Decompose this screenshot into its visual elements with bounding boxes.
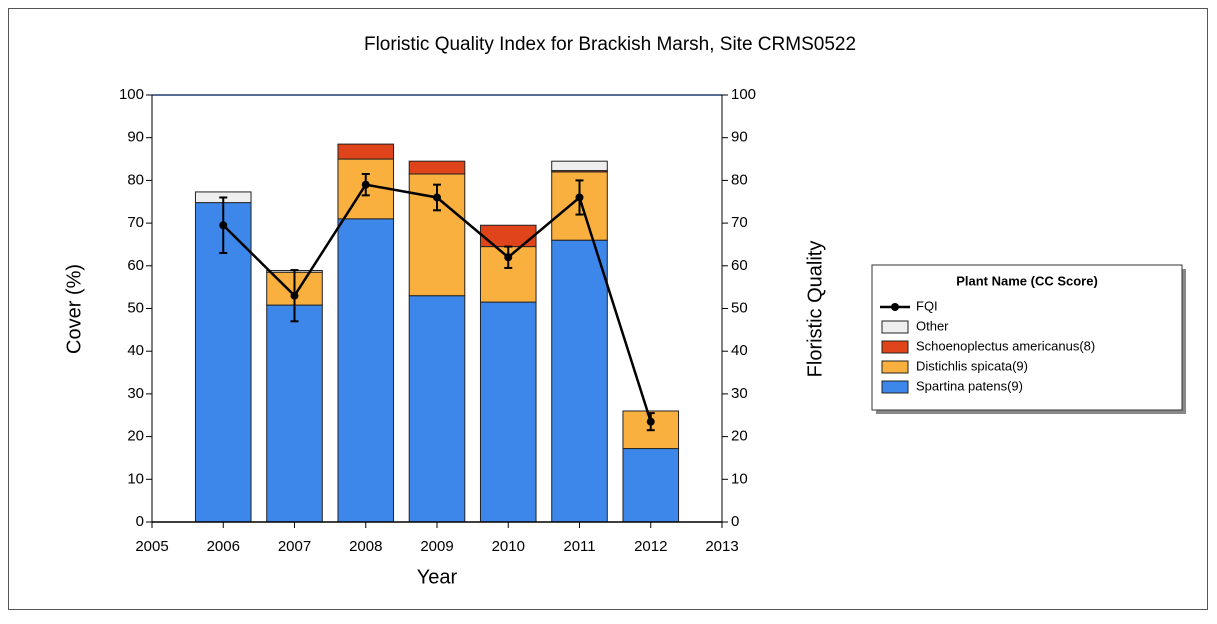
fqi-point (290, 291, 299, 300)
legend-swatch (881, 360, 909, 374)
y2-tick-label: 100 (731, 86, 756, 103)
chart-title: Floristic Quality Index for Brackish Mar… (364, 34, 856, 55)
y2-tick-label: 10 (731, 470, 748, 487)
x-tick-label: 2013 (705, 538, 738, 555)
legend-label: FQI (916, 298, 938, 313)
x-tick-label: 2012 (634, 538, 667, 555)
bar-segment (408, 160, 466, 175)
x-tick-label: 2010 (492, 538, 525, 555)
y2-tick-label: 50 (731, 299, 748, 316)
y-tick-label: 10 (127, 470, 144, 487)
x-tick-label: 2008 (349, 538, 382, 555)
x-tick-label: 2005 (135, 538, 168, 555)
x-tick-label: 2007 (278, 538, 311, 555)
y2-tick-label: 0 (731, 513, 739, 530)
y2-axis-label: Floristic Quality (804, 241, 826, 378)
legend: Plant Name (CC Score) FQI Other Schoenople… (871, 264, 1186, 414)
y-tick-label: 70 (127, 214, 144, 231)
y2-tick-label: 70 (731, 214, 748, 231)
bar-segment (194, 202, 252, 523)
fqi-point (433, 193, 441, 202)
bar-segment (408, 295, 466, 523)
bar-segment (551, 160, 608, 172)
x-axis-label: Year (417, 566, 458, 588)
legend-label: Other (916, 318, 949, 333)
y-axis-label: Cover (%) (63, 264, 85, 354)
bar-segment (266, 304, 323, 523)
y-tick-label: 90 (127, 129, 144, 146)
legend-swatch (881, 340, 909, 354)
bar-segment (337, 143, 395, 160)
y2-tick-label: 20 (731, 428, 748, 445)
legend-label: Distichlis spicata(9) (916, 358, 1028, 373)
y-tick-label: 50 (127, 299, 144, 316)
y2-tick-label: 80 (731, 171, 748, 188)
y-tick-label: 80 (127, 171, 144, 188)
fqi-point (575, 193, 584, 202)
legend-label: Schoenoplectus americanus(8) (916, 338, 1095, 353)
legend-marker (891, 303, 899, 311)
bar-segment (622, 448, 680, 523)
plot-area: 0 10 20 30 40 50 60 70 80 90 100 0 10 20 30 40 50 60 70 80 9… (119, 86, 756, 555)
y-tick-label: 30 (127, 385, 144, 402)
legend-swatch (881, 380, 909, 394)
fqi-point (646, 417, 655, 426)
y-tick-label: 60 (127, 257, 144, 274)
legend-swatch (881, 320, 909, 334)
y-tick-label: 40 (127, 342, 144, 359)
y2-tick-label: 30 (731, 385, 748, 402)
x-tick-label: 2011 (563, 538, 595, 555)
y-tick-label: 100 (119, 86, 144, 103)
y-tick-label: 0 (136, 513, 144, 530)
y-tick-label: 20 (127, 428, 144, 445)
fqi-point (219, 221, 228, 230)
bar-segment (479, 301, 537, 523)
legend-title: Plant Name (CC Score) (956, 273, 1098, 288)
legend-label: Spartina patens(9) (916, 378, 1023, 393)
y2-tick-label: 60 (731, 257, 748, 274)
bar-segment (551, 239, 608, 523)
fqi-point (504, 253, 513, 262)
y2-tick-label: 90 (731, 129, 748, 146)
y2-tick-label: 40 (731, 342, 748, 359)
x-tick-label: 2006 (207, 538, 240, 555)
fqi-point (361, 180, 370, 189)
bar-segment (479, 224, 537, 248)
legend-box (871, 264, 1183, 411)
x-tick-label: 2009 (420, 538, 453, 555)
bar-segment (337, 218, 395, 523)
